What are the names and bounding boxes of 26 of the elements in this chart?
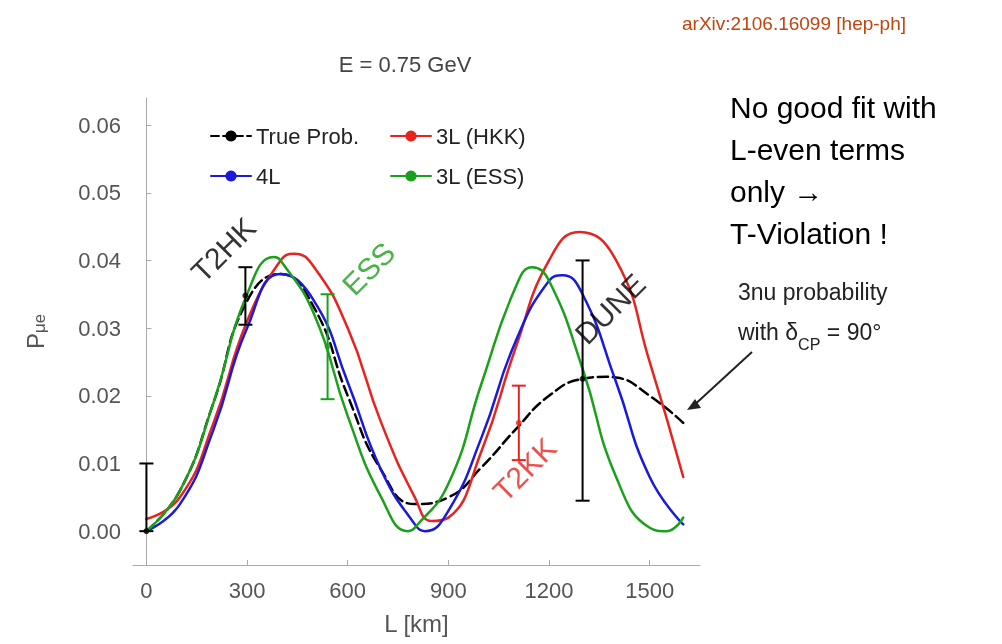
point [579,375,586,382]
point [515,419,522,426]
legend-label: 4L [256,163,281,189]
y-axis-title: Pμe [21,313,49,350]
legend-label: True Prob. [256,123,360,149]
text: arXiv:2106.16099 [hep-ph] [682,13,907,34]
y-tick-label: 0.06 [78,112,121,138]
y-tick-label: 0.03 [78,315,121,341]
y-tick-label: 0.02 [78,383,121,409]
x-axis-title: L [km] [384,609,449,637]
y-tick-label: 0.04 [78,247,121,273]
legend-label: 3L (HKK) [436,123,526,149]
x-tick-label: 900 [430,577,467,603]
y-tick-label: 0.01 [78,450,121,476]
legend-label: 3L (ESS) [436,163,525,189]
point [324,343,331,350]
y-tick-label: 0.05 [78,180,121,206]
x-tick-label: 1200 [524,577,574,603]
x-tick-label: 300 [228,577,266,603]
point [242,292,249,299]
x-tick-label: 600 [329,577,367,603]
text: No good fit with L-even terms only → T-Violation ! [730,90,937,250]
y-tick-label: 0.00 [78,518,121,544]
chart-title: E = 0.75 GeV [338,51,472,77]
x-tick-label: 1500 [625,577,675,603]
x-tick-label: 0 [140,577,153,603]
